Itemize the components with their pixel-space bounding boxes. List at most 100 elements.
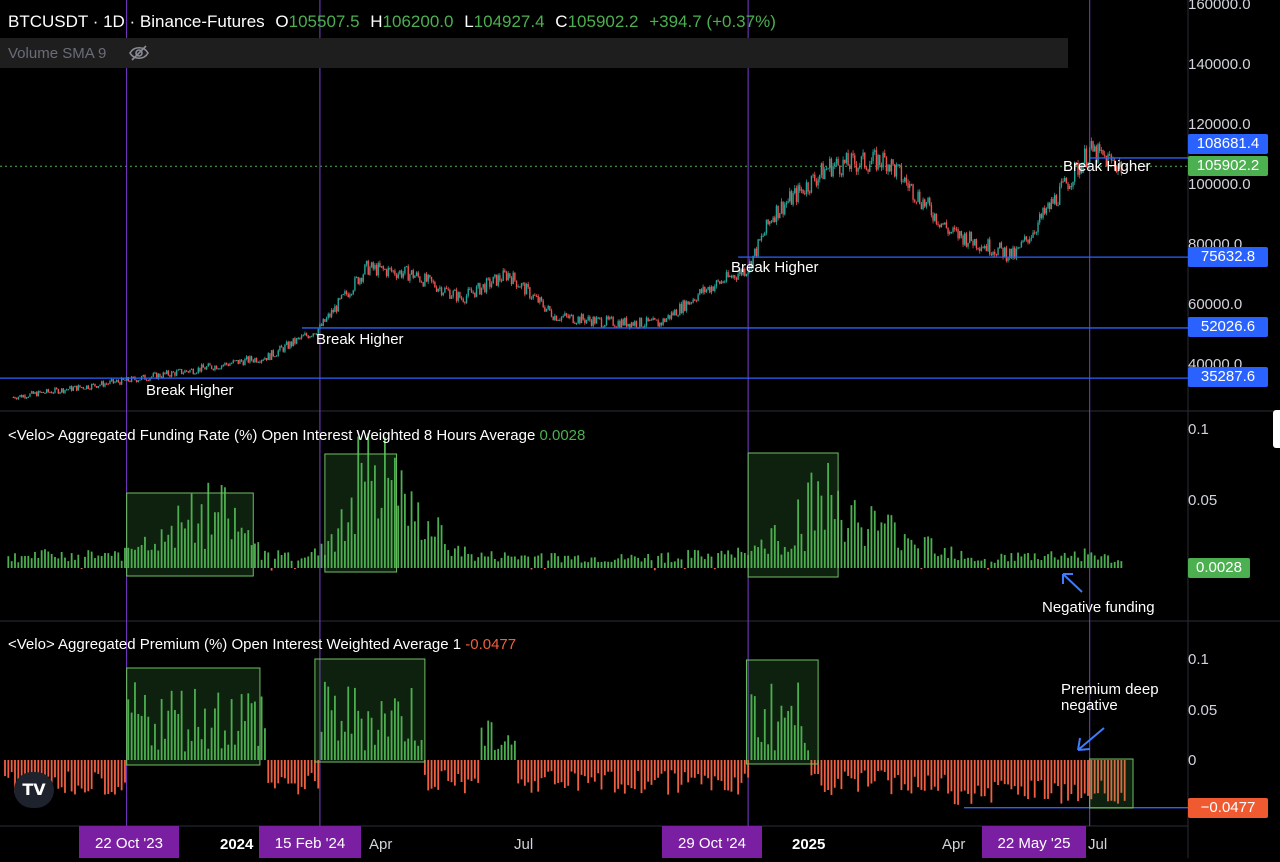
candle <box>1029 236 1031 245</box>
candle <box>1065 177 1068 184</box>
candle <box>1097 142 1099 164</box>
candle <box>514 272 516 282</box>
funding-bar <box>547 560 550 568</box>
candle <box>925 201 928 209</box>
symbol-title[interactable]: BTCUSDT · 1D · Binance-Futures <box>8 12 265 31</box>
candle <box>359 277 361 286</box>
premium-bar <box>777 721 780 760</box>
funding-bar <box>1017 552 1019 568</box>
funding-bar <box>980 560 983 568</box>
candle <box>972 239 974 249</box>
funding-bar <box>647 553 650 568</box>
funding-bar <box>643 558 646 568</box>
premium-bar <box>497 748 500 760</box>
candle <box>262 358 264 361</box>
funding-bar <box>40 550 43 568</box>
candle <box>655 319 658 321</box>
candle <box>85 385 88 390</box>
funding-bar <box>923 537 926 568</box>
candle <box>990 252 993 257</box>
funding-bar <box>150 549 153 568</box>
premium-bar <box>70 760 73 792</box>
premium-bar <box>87 760 90 792</box>
premium-bar <box>1100 760 1103 781</box>
candle <box>29 393 31 397</box>
premium-bar <box>993 760 996 782</box>
candle <box>115 379 118 383</box>
funding-bar <box>1100 556 1103 568</box>
candle <box>802 189 804 194</box>
funding-bar <box>703 559 706 568</box>
premium-bar <box>1123 760 1126 801</box>
candle <box>332 308 334 314</box>
eye-slash-icon[interactable] <box>128 42 150 64</box>
candle <box>114 381 116 384</box>
premium-bar <box>923 760 926 791</box>
candle <box>1095 144 1098 166</box>
candle <box>175 369 178 377</box>
candle <box>399 269 401 275</box>
candle <box>920 201 923 210</box>
premium-bar <box>130 712 133 760</box>
candle <box>607 315 609 321</box>
candle <box>304 331 306 336</box>
candle <box>1012 245 1014 261</box>
premium-bar <box>114 760 116 795</box>
candle <box>274 355 276 358</box>
candle <box>535 294 538 297</box>
premium-bar <box>354 687 356 760</box>
candle <box>622 318 624 326</box>
premium-panel-title[interactable]: <Velo> Aggregated Premium (%) Open Inter… <box>8 636 517 653</box>
candle <box>785 200 788 208</box>
funding-bar <box>577 555 580 568</box>
candle <box>407 264 409 281</box>
candle <box>779 212 781 219</box>
candle <box>297 336 299 340</box>
candle <box>915 201 918 205</box>
funding-bar <box>853 500 856 568</box>
funding-bar <box>314 548 316 568</box>
funding-bar <box>260 559 263 568</box>
candle <box>944 222 946 225</box>
premium-bar <box>987 760 989 789</box>
funding-bar <box>763 548 766 568</box>
tradingview-logo[interactable]: TV <box>14 772 54 808</box>
candle <box>560 316 563 323</box>
funding-bar <box>1033 553 1036 568</box>
funding-bar <box>433 536 436 568</box>
candle <box>572 314 574 324</box>
funding-panel-title[interactable]: <Velo> Aggregated Funding Rate (%) Open … <box>8 427 586 444</box>
funding-bar <box>613 559 616 568</box>
candle <box>609 316 611 321</box>
candle <box>814 171 816 182</box>
panel-resize-handle[interactable] <box>1273 410 1280 448</box>
volume-sma-label[interactable]: Volume SMA 9 <box>8 45 107 62</box>
funding-bar <box>1013 560 1016 568</box>
candle <box>947 227 949 237</box>
premium-bar <box>547 760 550 772</box>
candle <box>805 179 808 197</box>
candle <box>19 394 21 398</box>
candle <box>1068 184 1071 190</box>
funding-bar <box>390 480 393 568</box>
premium-bar <box>357 710 360 760</box>
funding-bar <box>367 433 370 568</box>
candle <box>862 149 864 160</box>
funding-bar <box>997 559 999 568</box>
premium-bar <box>127 699 130 760</box>
funding-bar <box>840 519 843 568</box>
candle <box>487 277 489 281</box>
candle <box>635 320 638 329</box>
candle <box>519 286 521 288</box>
candle <box>544 305 546 313</box>
candle <box>552 316 554 321</box>
premium-bar <box>817 760 820 775</box>
candle <box>510 276 513 287</box>
funding-bar <box>950 546 953 568</box>
candle <box>774 215 776 223</box>
candle <box>1052 196 1054 204</box>
premium-bar <box>543 760 546 778</box>
premium-bar <box>730 760 733 792</box>
candle <box>72 386 75 392</box>
